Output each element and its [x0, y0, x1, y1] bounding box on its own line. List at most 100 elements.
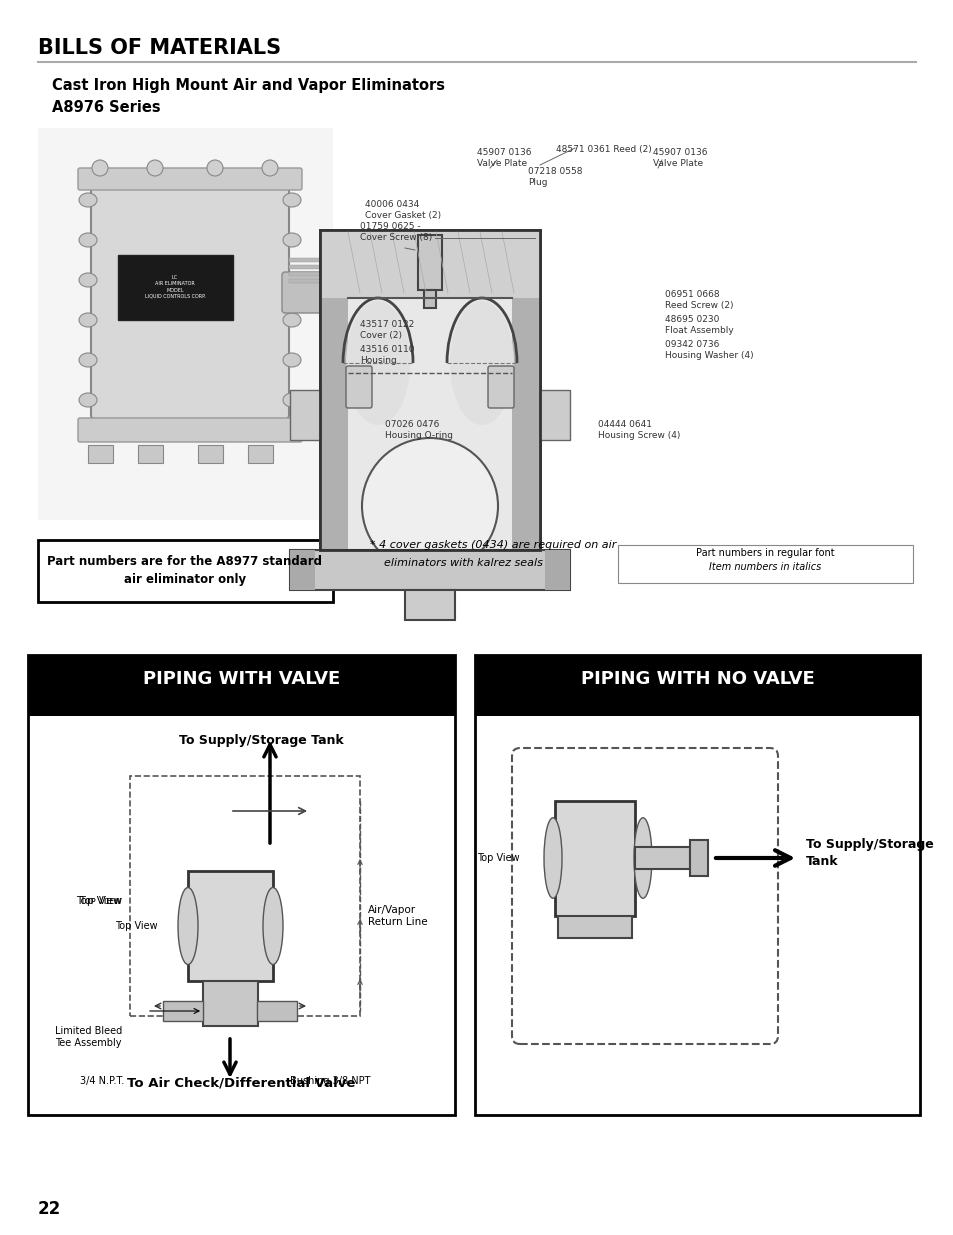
Text: 3/4 N.P.T.: 3/4 N.P.T. [80, 1076, 124, 1086]
Ellipse shape [634, 818, 651, 898]
Text: Top View: Top View [476, 853, 519, 863]
Circle shape [147, 161, 163, 177]
Text: 22: 22 [38, 1200, 61, 1218]
Text: 45907 0136
Valve Plate: 45907 0136 Valve Plate [652, 148, 707, 168]
Bar [635, 847, 689, 869]
Ellipse shape [346, 301, 410, 425]
Ellipse shape [283, 233, 301, 247]
Bar [118, 254, 233, 320]
Text: 06951 0668
Reed Screw (2): 06951 0668 Reed Screw (2) [664, 290, 733, 310]
Text: 07218 0558
Plug: 07218 0558 Plug [527, 167, 582, 186]
FancyBboxPatch shape [488, 366, 514, 408]
Bar [319, 230, 539, 550]
Bar [290, 390, 319, 440]
Bar [319, 230, 539, 298]
Ellipse shape [178, 888, 198, 965]
Bar [290, 550, 569, 590]
Text: Tᴏᴘ Vɪᴇᴡ: Tᴏᴘ Vɪᴇᴡ [79, 897, 122, 906]
Text: PIPING WITH VALVE: PIPING WITH VALVE [143, 671, 340, 688]
Bar [290, 550, 314, 590]
Bar [618, 545, 912, 583]
Bar [319, 230, 539, 550]
FancyBboxPatch shape [78, 168, 302, 190]
Bar [512, 230, 539, 550]
Text: 04444 0641
Housing Screw (4): 04444 0641 Housing Screw (4) [598, 420, 679, 440]
Text: Item numbers in italics: Item numbers in italics [708, 562, 821, 572]
Text: Top View: Top View [76, 897, 122, 906]
Bar [555, 802, 635, 916]
Ellipse shape [79, 393, 97, 408]
Bar [289, 266, 326, 269]
Bar [289, 279, 326, 283]
Text: 45907 0136
Valve Plate: 45907 0136 Valve Plate [476, 148, 531, 168]
Text: 43517 0122
Cover (2): 43517 0122 Cover (2) [359, 320, 414, 340]
Bar [405, 590, 455, 620]
Bar [289, 272, 326, 275]
Ellipse shape [263, 888, 283, 965]
Bar [423, 290, 436, 308]
Bar [188, 871, 273, 981]
Text: Limited Bleed
Tee Assembly: Limited Bleed Tee Assembly [55, 1026, 122, 1049]
Text: To Supply/Storage Tank: To Supply/Storage Tank [179, 734, 343, 747]
Text: BILLS OF MATERIALS: BILLS OF MATERIALS [38, 38, 281, 58]
Bar [28, 703, 455, 716]
Ellipse shape [79, 312, 97, 327]
Text: 43516 0110
Housing: 43516 0110 Housing [359, 345, 414, 366]
Text: Part numbers are for the A8977 standard: Part numbers are for the A8977 standard [48, 555, 322, 568]
Text: air eliminator only: air eliminator only [124, 573, 246, 585]
Bar [558, 916, 631, 939]
Circle shape [91, 161, 108, 177]
Ellipse shape [450, 301, 514, 425]
Ellipse shape [283, 273, 301, 287]
Ellipse shape [283, 353, 301, 367]
Circle shape [361, 438, 497, 574]
FancyBboxPatch shape [282, 272, 333, 312]
Bar [289, 258, 326, 262]
Bar [130, 776, 359, 1016]
Ellipse shape [79, 353, 97, 367]
Text: PIPING WITH NO VALVE: PIPING WITH NO VALVE [580, 671, 814, 688]
Text: 48695 0230
Float Assembly: 48695 0230 Float Assembly [664, 315, 733, 335]
Bar [539, 390, 569, 440]
Bar [475, 703, 919, 716]
Ellipse shape [283, 393, 301, 408]
Ellipse shape [79, 193, 97, 207]
Bar [248, 445, 273, 463]
Bar [138, 445, 163, 463]
Text: Air/Vapor
Return Line: Air/Vapor Return Line [368, 905, 427, 927]
Ellipse shape [79, 273, 97, 287]
FancyBboxPatch shape [346, 366, 372, 408]
Text: Top View: Top View [115, 921, 158, 931]
Text: To Supply/Storage
Tank: To Supply/Storage Tank [805, 839, 933, 868]
Text: 01759 0625 -
Cover Screw (8): 01759 0625 - Cover Screw (8) [359, 222, 432, 242]
Bar [319, 230, 348, 550]
Circle shape [262, 161, 277, 177]
Bar [203, 981, 257, 1026]
Bar [28, 655, 455, 1115]
Bar [163, 1002, 203, 1021]
Text: 07026 0476
Housing O-ring: 07026 0476 Housing O-ring [385, 420, 453, 440]
Ellipse shape [543, 818, 561, 898]
Bar [28, 655, 455, 703]
Text: Part numbers in regular font: Part numbers in regular font [695, 548, 834, 558]
Ellipse shape [79, 233, 97, 247]
Text: Cast Iron High Mount Air and Vapor Eliminators: Cast Iron High Mount Air and Vapor Elimi… [52, 78, 444, 93]
Bar [689, 840, 707, 876]
Text: 40006 0434
Cover Gasket (2): 40006 0434 Cover Gasket (2) [365, 200, 440, 220]
Text: 48571 0361 Reed (2): 48571 0361 Reed (2) [556, 144, 651, 154]
Bar [38, 540, 333, 601]
Text: eliminators with kalrez seals: eliminators with kalrez seals [370, 558, 542, 568]
Text: To Air Check/Differential Valve: To Air Check/Differential Valve [127, 1077, 355, 1091]
Bar [88, 445, 112, 463]
Text: * 4 cover gaskets (0434) are required on air: * 4 cover gaskets (0434) are required on… [370, 540, 616, 550]
Bar [38, 128, 333, 520]
Ellipse shape [283, 193, 301, 207]
Ellipse shape [283, 312, 301, 327]
FancyBboxPatch shape [91, 182, 289, 419]
Text: 09342 0736
Housing Washer (4): 09342 0736 Housing Washer (4) [664, 340, 753, 361]
Circle shape [207, 161, 223, 177]
Text: A8976 Series: A8976 Series [52, 100, 160, 115]
Bar [544, 550, 569, 590]
Bar [475, 655, 919, 1115]
FancyBboxPatch shape [78, 417, 302, 442]
